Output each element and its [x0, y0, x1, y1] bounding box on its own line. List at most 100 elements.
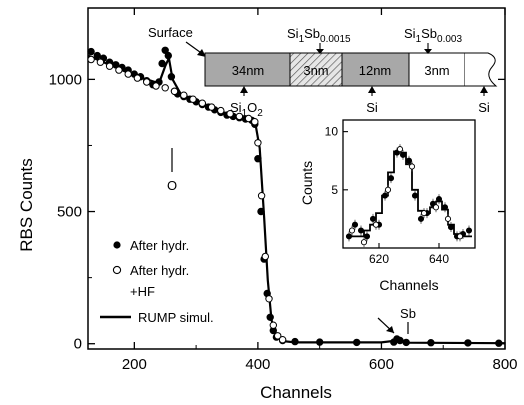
- data-point-after-hydr: [164, 51, 173, 60]
- inset-x-axis-label: Channels: [379, 277, 438, 293]
- data-point-after-hydr: [254, 155, 262, 163]
- data-point-after-hydr-hf: [124, 70, 132, 78]
- main-series-group: [87, 46, 506, 347]
- data-point-after-hydr-hf: [161, 84, 169, 92]
- data-point-after-hydr-hf: [115, 66, 123, 74]
- data-point-after-hydr-hf: [261, 252, 269, 261]
- data-point-after-hydr-hf: [226, 110, 234, 118]
- inset-point-filled: [441, 204, 449, 211]
- inset-point-filled: [387, 175, 395, 182]
- data-point-after-hydr: [396, 336, 404, 345]
- layer-diagram: Surface 34nm 3nm 12nm 3nm Si1Sb0.0015 Si…: [148, 25, 498, 119]
- inset-point-filled: [435, 196, 443, 203]
- data-point-after-hydr: [291, 337, 299, 346]
- data-point-after-hydr-hf: [133, 74, 142, 82]
- legend-label-rump: RUMP simul.: [138, 310, 214, 325]
- bottom-label-si-2: Si: [478, 100, 490, 115]
- layer-surface-label: Surface: [148, 25, 193, 40]
- top-arrow-head-1: [316, 49, 324, 54]
- main-y-tick-label: 0: [74, 336, 82, 353]
- inset-point-open: [360, 239, 368, 246]
- legend-label-after-hydr-hf-line1: After hydr.: [130, 263, 189, 278]
- data-point-after-hydr-hf: [152, 82, 160, 90]
- antimony-arrow-head: [386, 326, 394, 333]
- inset-point-open: [384, 186, 392, 193]
- data-point-after-hydr-hf: [274, 332, 282, 340]
- main-x-tick-label: 800: [492, 356, 517, 373]
- data-point-after-hydr: [464, 339, 472, 347]
- layer-segment-si: [341, 52, 410, 87]
- main-y-axis-label: RBS Counts: [17, 158, 36, 252]
- main-x-tick-label: 400: [245, 356, 270, 373]
- data-point-after-hydr-hf: [198, 99, 207, 107]
- data-point-after-hydr-hf: [269, 321, 277, 329]
- data-point-after-hydr-hf: [143, 78, 151, 86]
- main-y-tick-label: 1000: [49, 71, 82, 88]
- top-label-sisb-0015: Si1Sb0.0015: [287, 26, 351, 45]
- bottom-arrow-head-1: [240, 86, 248, 93]
- data-point-after-hydr-hf: [278, 336, 287, 344]
- legend: After hydr. After hydr. +HF RUMP simul.: [100, 238, 214, 325]
- inset-point-open: [408, 163, 416, 170]
- data-point-after-hydr-hf: [189, 95, 197, 103]
- main-x-tick-label: 200: [122, 356, 147, 373]
- data-point-after-hydr: [266, 313, 274, 321]
- inset-point-filled: [369, 215, 377, 222]
- inset-point-filled: [351, 221, 359, 228]
- bottom-arrow-head-2: [368, 86, 376, 93]
- data-point-after-hydr-hf: [265, 295, 273, 303]
- legend-label-after-hydr-hf-line2: +HF: [130, 284, 155, 299]
- inset-point-filled: [399, 151, 407, 158]
- inset-y-axis-label: Counts: [299, 161, 315, 205]
- layer-thickness-3nm-a: 3nm: [303, 63, 328, 78]
- inset-y-tick-label: 5: [331, 183, 338, 197]
- data-point-after-hydr-hf: [207, 103, 216, 111]
- data-point-after-hydr-hf: [87, 55, 95, 64]
- surface-arrow-head: [197, 49, 206, 57]
- data-point-after-hydr: [158, 59, 166, 68]
- main-axis-ticks: 200 400 600 800 0 500 1000: [49, 8, 518, 373]
- inset-point-open: [396, 146, 404, 153]
- data-point-after-hydr-hf: [180, 91, 188, 99]
- inset-point-filled: [465, 227, 473, 234]
- data-point-after-hydr: [316, 338, 324, 346]
- data-point-after-hydr-hf: [235, 112, 244, 121]
- top-label-sisb-003: Si1Sb0.003: [404, 26, 462, 45]
- inset-point-filled: [357, 227, 365, 234]
- data-point-after-hydr: [495, 339, 503, 347]
- layer-segment-substrate: [465, 52, 498, 87]
- layer-segment-sio2: [204, 52, 291, 87]
- layer-segment-sisb-003: [408, 52, 466, 87]
- data-point-after-hydr: [402, 338, 410, 347]
- data-point-after-hydr: [427, 339, 435, 347]
- data-point-after-hydr: [93, 51, 102, 60]
- bottom-label-si-1: Si: [366, 100, 378, 115]
- data-point-after-hydr: [87, 47, 95, 56]
- data-point-after-hydr: [257, 207, 265, 216]
- bottom-arrow-head-3: [480, 86, 488, 93]
- layer-thickness-3nm-b: 3nm: [424, 63, 449, 78]
- data-point-after-hydr-hf: [96, 58, 105, 66]
- data-point-after-hydr-hf: [254, 139, 262, 147]
- main-x-axis-label: Channels: [260, 383, 332, 402]
- data-point-after-hydr: [353, 338, 361, 347]
- main-plot-frame: [87, 7, 506, 350]
- bottom-label-sio2: Si1O2: [230, 100, 263, 119]
- data-point-after-hydr-hf: [105, 62, 114, 70]
- inset-point-open: [444, 215, 452, 222]
- legend-label-after-hydr: After hydr.: [130, 238, 189, 253]
- inset-axis-ticks: 620 640 5 10: [325, 125, 450, 266]
- inset-point-open: [432, 204, 440, 211]
- inset-point-open: [456, 233, 464, 240]
- data-point-after-hydr-hf: [217, 106, 225, 115]
- inset-point-filled: [411, 192, 419, 199]
- inset-point-filled: [447, 224, 455, 231]
- data-point-after-hydr-hf: [257, 192, 266, 200]
- layer-thickness-34nm: 34nm: [232, 63, 265, 78]
- data-point-after-hydr-hf: [170, 87, 179, 96]
- legend-marker-filled: [113, 241, 121, 249]
- inset-point-filled: [363, 233, 371, 240]
- inset-y-tick-label: 10: [325, 125, 339, 139]
- inset-point-filled: [417, 215, 425, 222]
